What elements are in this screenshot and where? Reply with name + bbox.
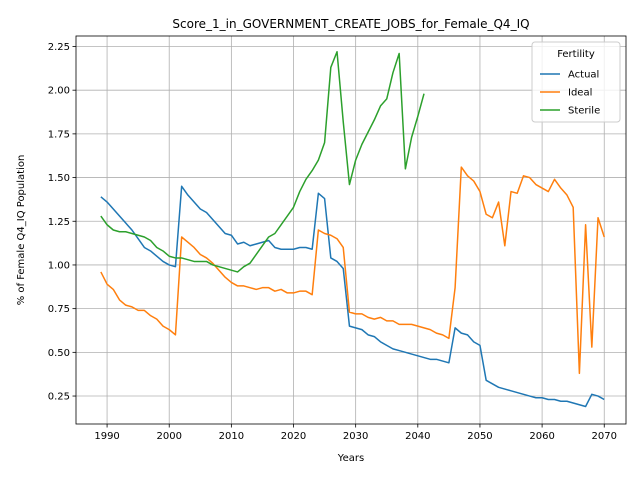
legend-label-sterile: Sterile	[568, 106, 600, 117]
legend-title: Fertility	[557, 49, 595, 60]
x-tick-label: 2030	[343, 431, 368, 442]
legend-label-ideal: Ideal	[568, 88, 592, 99]
y-tick-label: 1.25	[48, 217, 70, 228]
y-tick-label: 0.50	[48, 348, 70, 359]
x-axis-ticks: 1990 2000 2010 2020 2030 2040 2050 2060 2070	[94, 424, 617, 442]
series-line-sterile	[100, 50, 425, 273]
y-tick-label: 0.25	[48, 392, 70, 403]
series-line-actual	[100, 185, 605, 408]
y-tick-label: 2.25	[48, 42, 70, 53]
x-tick-label: 2060	[529, 431, 554, 442]
legend-items: Actual Ideal Sterile	[540, 70, 600, 117]
y-tick-label: 2.00	[48, 86, 70, 97]
legend-label-actual: Actual	[568, 70, 599, 81]
x-tick-label: 2070	[592, 431, 617, 442]
y-axis-ticks: 0.25 0.50 0.75 1.00 1.25 1.50 1.75 2.00 2.25	[48, 42, 76, 403]
legend-box	[531, 41, 621, 123]
x-tick-label: 2040	[405, 431, 430, 442]
y-tick-label: 1.00	[48, 260, 70, 271]
y-tick-label: 1.75	[48, 129, 70, 140]
x-tick-label: 2050	[467, 431, 492, 442]
y-tick-label: 1.50	[48, 173, 70, 184]
x-tick-label: 2000	[156, 431, 181, 442]
x-axis-label: Years	[337, 453, 364, 464]
plot-frame	[75, 35, 627, 425]
chart-title: Score_1_in_GOVERNMENT_CREATE_JOBS_for_Fe…	[172, 17, 529, 31]
x-tick-label: 2020	[281, 431, 306, 442]
x-tick-label: 2010	[219, 431, 244, 442]
series-line-ideal	[100, 166, 605, 375]
y-axis-label: % of Female Q4_IQ Population	[16, 155, 27, 306]
y-tick-label: 0.75	[48, 304, 70, 315]
x-tick-label: 1990	[94, 431, 119, 442]
legend: Fertility Actual Ideal Sterile	[531, 41, 621, 123]
series-layer	[100, 50, 605, 408]
